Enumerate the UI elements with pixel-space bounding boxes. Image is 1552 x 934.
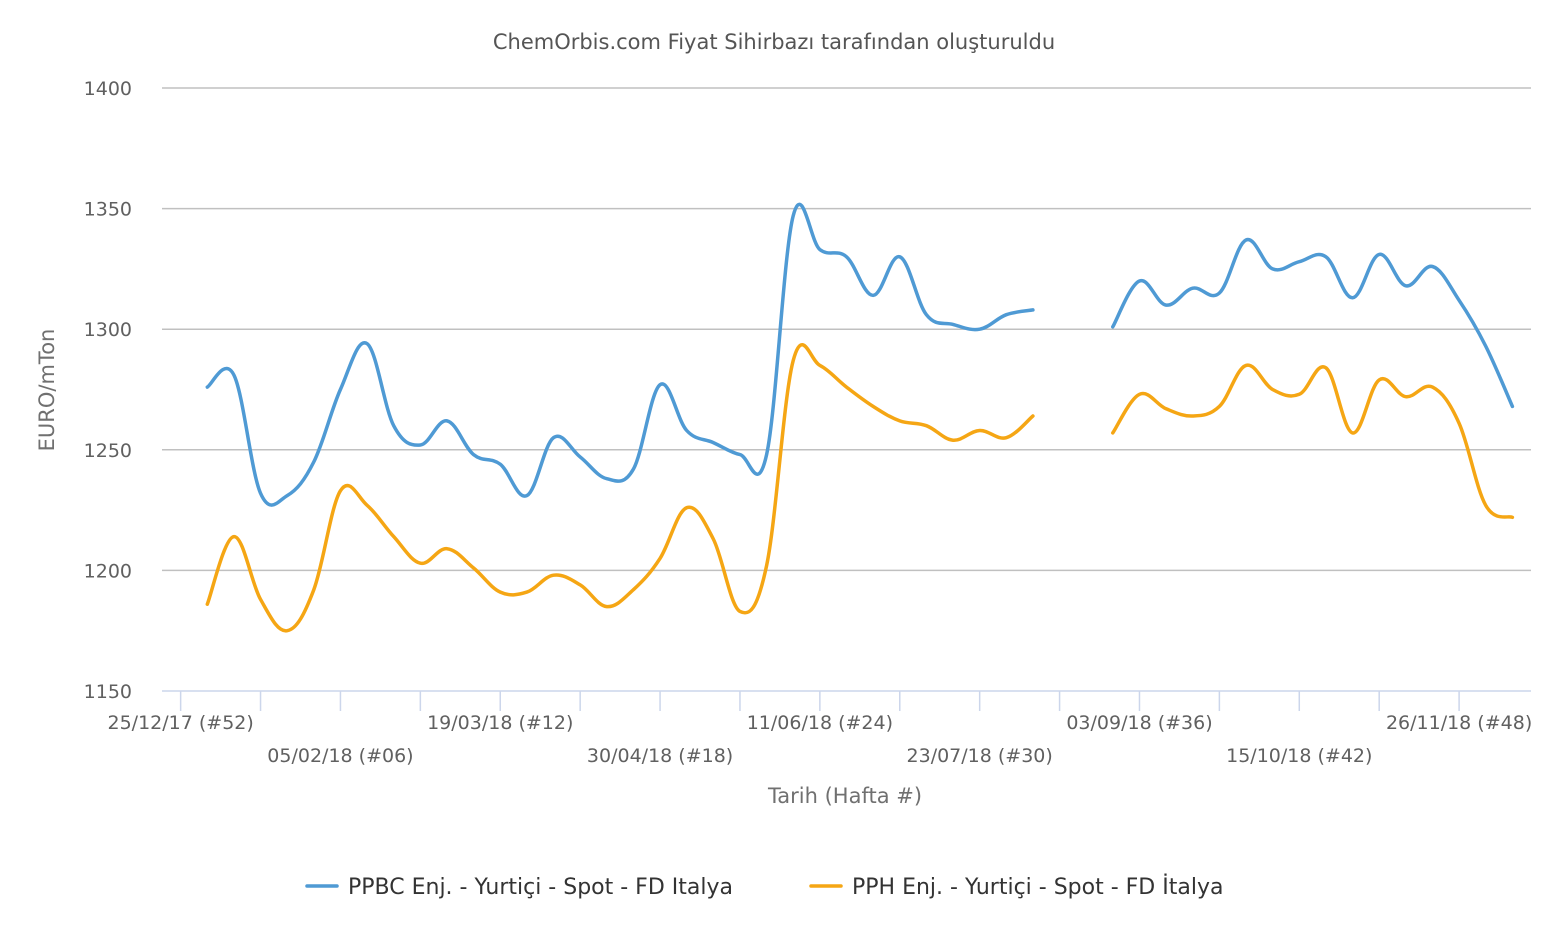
y-tick-label: 1200 <box>84 560 132 582</box>
x-tick-label: 03/09/18 (#36) <box>1066 712 1212 734</box>
y-tick-label: 1350 <box>84 199 132 221</box>
y-tick-label: 1250 <box>84 440 132 462</box>
x-tick-label: 11/06/18 (#24) <box>747 712 893 734</box>
grid-lines: 1150 1200 1250 1300 1350 1400 <box>84 78 1531 703</box>
legend[interactable]: PPBC Enj. - Yurtiçi - Spot - FD Italya PP… <box>305 874 1223 900</box>
x-tick-label: 19/03/18 (#12) <box>427 712 573 734</box>
legend-label: PPBC Enj. - Yurtiçi - Spot - FD Italya <box>348 875 733 900</box>
y-tick-label: 1300 <box>84 319 132 341</box>
series-line-1 <box>1111 238 1515 409</box>
x-tick-label: 23/07/18 (#30) <box>907 745 1053 767</box>
x-tick-label: 26/11/18 (#48) <box>1386 712 1532 734</box>
series-line-2 <box>1111 363 1515 520</box>
legend-label: PPH Enj. - Yurtiçi - Spot - FD İtalya <box>852 874 1223 900</box>
x-axis: 25/12/17 (#52) 05/02/18 (#06) 19/03/18 (#1… <box>107 690 1532 767</box>
chart-title: ChemOrbis.com Fiyat Sihirbazı tarafından… <box>493 30 1055 54</box>
x-tick-label: 25/12/17 (#52) <box>107 712 253 734</box>
series-line-1 <box>205 202 1035 507</box>
x-tick-label: 30/04/18 (#18) <box>587 745 733 767</box>
series-lines <box>205 202 1515 633</box>
x-tick-label: 15/10/18 (#42) <box>1226 745 1372 767</box>
y-axis-title: EURO/mTon <box>35 329 59 452</box>
x-axis-title: Tarih (Hafta #) <box>767 784 922 808</box>
series-line-2 <box>205 343 1035 633</box>
y-tick-label: 1150 <box>84 681 132 703</box>
x-tick-label: 05/02/18 (#06) <box>267 745 413 767</box>
legend-item-2[interactable]: PPH Enj. - Yurtiçi - Spot - FD İtalya <box>809 874 1223 900</box>
y-tick-label: 1400 <box>84 78 132 100</box>
legend-item-1[interactable]: PPBC Enj. - Yurtiçi - Spot - FD Italya <box>305 875 733 900</box>
